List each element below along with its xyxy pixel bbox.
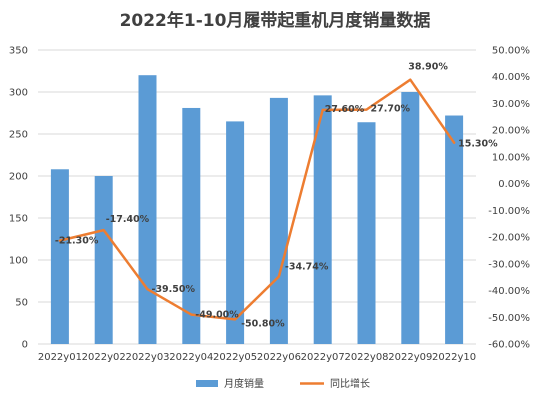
y-left-tick-label: 250 [9,130,28,141]
bar [138,75,157,344]
y-right-tick-label: -50.00% [488,313,530,324]
x-tick-label: 2022y10 [432,352,476,363]
bar [357,122,376,345]
bar [50,169,69,344]
y-right-tick-label: -30.00% [488,259,530,270]
y-right-tick-label: 0.00% [498,179,530,190]
y-left-tick-label: 0 [22,340,28,351]
x-tick-label: 2022y08 [344,352,388,363]
bar [269,97,288,344]
x-tick-label: 2022y07 [301,352,345,363]
y-left-tick-label: 50 [15,298,28,309]
bar [401,92,420,344]
y-left-tick-label: 350 [9,46,28,57]
legend-label-line: 同比增长 [330,377,370,390]
legend-swatch-bar [196,380,218,387]
x-tick-label: 2022y06 [257,352,301,363]
line-data-label: -39.50% [152,284,196,295]
x-tick-label: 2022y05 [213,352,257,363]
y-left-tick-label: 200 [9,172,28,183]
bar [313,95,332,344]
y-right-tick-label: -40.00% [488,286,530,297]
left-axis: 0 50 100 150 200 250 300 350 [9,46,28,351]
category-axis: 2022y01 2022y02 2022y03 2022y04 2022y05 2022y… [38,352,476,363]
x-tick-label: 2022y03 [125,352,169,363]
x-tick-label: 2022y09 [388,352,432,363]
chart-title: 2022年1-10月履带起重机月度销量数据 [120,10,431,31]
line-data-label: 38.90% [408,62,448,73]
y-right-tick-label: -10.00% [488,206,530,217]
growth-line [58,78,456,321]
line-data-label: -21.30% [55,236,99,247]
y-right-tick-label: -20.00% [488,233,530,244]
bar [445,115,464,345]
y-right-tick-label: -60.00% [488,340,530,351]
line-data-label: -17.40% [106,214,150,225]
bar [226,121,245,345]
line-data-label: -50.80% [241,318,285,329]
y-right-tick-label: 20.00% [492,126,530,137]
data-labels: -21.30% -17.40% -39.50% -49.00%-50.80% -34.7… [55,62,498,330]
y-right-tick-label: 10.00% [492,152,530,163]
y-right-tick-label: 50.00% [492,46,530,57]
line-data-label: 27.70% [371,104,411,115]
line-data-label: 15.30% [458,139,498,150]
y-left-tick-label: 100 [9,256,28,267]
line-series [58,78,456,321]
x-tick-label: 2022y02 [82,352,126,363]
y-right-tick-label: 30.00% [492,99,530,110]
x-tick-label: 2022y04 [169,352,213,363]
legend-label-bar: 月度销量 [224,377,264,390]
y-left-tick-label: 300 [9,88,28,99]
line-data-label: 27.60% [325,104,365,115]
x-tick-label: 2022y01 [38,352,82,363]
bar [94,176,113,344]
legend: 月度销量 同比增长 [196,377,370,390]
bar [182,107,201,345]
line-data-label: -34.74% [285,261,329,272]
line-data-label: -49.00% [195,310,239,321]
y-left-tick-label: 150 [9,214,28,225]
right-axis: -60.00% -50.00% -40.00% -30.00% -20.00% -10.0… [488,46,530,351]
bar-series [50,75,464,345]
y-right-tick-label: 40.00% [492,72,530,83]
